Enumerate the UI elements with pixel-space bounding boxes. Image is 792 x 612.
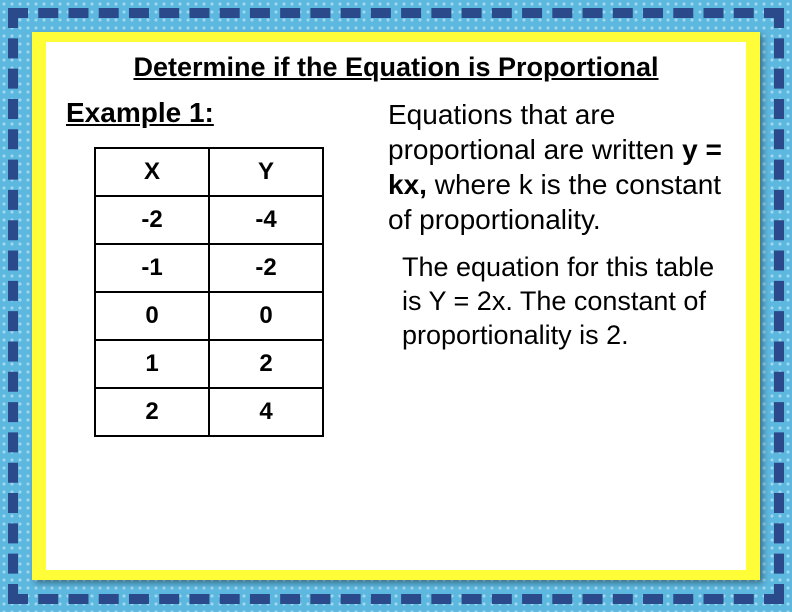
cell-y: 4 <box>209 388 323 436</box>
table-row: 0 0 <box>95 292 323 340</box>
cell-y: -4 <box>209 196 323 244</box>
dashed-border-frame: Determine if the Equation is Proportiona… <box>8 8 784 604</box>
xy-table: X Y -2 -4 -1 <box>94 147 324 437</box>
cell-x: -2 <box>95 196 209 244</box>
right-column: Equations that are proportional are writ… <box>388 97 726 545</box>
explanation-paragraph-1: Equations that are proportional are writ… <box>388 97 726 237</box>
para1-pre: Equations that are proportional are writ… <box>388 99 682 165</box>
table-row: 1 2 <box>95 340 323 388</box>
content-card: Determine if the Equation is Proportiona… <box>46 42 746 570</box>
page-title: Determine if the Equation is Proportiona… <box>66 52 726 83</box>
content-row: Example 1: X Y -2 <box>66 97 726 545</box>
cell-x: 2 <box>95 388 209 436</box>
table-row: -2 -4 <box>95 196 323 244</box>
cell-y: 0 <box>209 292 323 340</box>
dotted-background: Determine if the Equation is Proportiona… <box>0 0 792 612</box>
table-header-row: X Y <box>95 148 323 196</box>
yellow-panel: Determine if the Equation is Proportiona… <box>32 32 760 580</box>
cell-y: -2 <box>209 244 323 292</box>
para1-post: where k is the constant of proportionali… <box>388 169 721 235</box>
cell-y: 2 <box>209 340 323 388</box>
example-label: Example 1: <box>66 97 366 129</box>
table-row: -1 -2 <box>95 244 323 292</box>
cell-x: 0 <box>95 292 209 340</box>
explanation-paragraph-2: The equation for this table is Y = 2x. T… <box>388 251 726 352</box>
table-row: 2 4 <box>95 388 323 436</box>
col-header-y: Y <box>209 148 323 196</box>
left-column: Example 1: X Y -2 <box>66 97 366 545</box>
cell-x: -1 <box>95 244 209 292</box>
cell-x: 1 <box>95 340 209 388</box>
col-header-x: X <box>95 148 209 196</box>
